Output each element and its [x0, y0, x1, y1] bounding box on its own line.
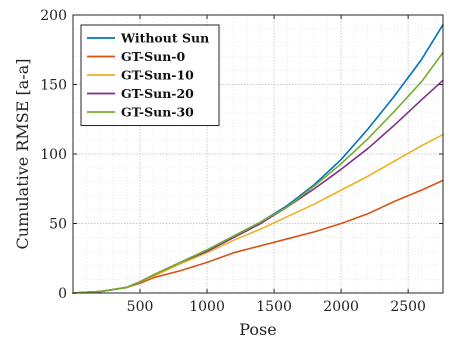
- legend-label-2: GT-Sun-0: [121, 49, 185, 64]
- y-tick-label: 100: [40, 147, 67, 163]
- y-tick-label: 200: [40, 8, 67, 24]
- x-tick-label: 1000: [189, 299, 225, 315]
- legend-label-5: GT-Sun-30: [121, 105, 194, 120]
- legend-label-4: GT-Sun-20: [121, 86, 194, 101]
- series-lines: [72, 23, 444, 294]
- y-tick-label: 50: [49, 217, 67, 233]
- x-tick-label: 1500: [256, 299, 292, 315]
- legend: Without Sun GT-Sun-0 GT-Sun-10 GT-Sun-20 GT-…: [80, 24, 220, 126]
- grid: [73, 15, 443, 293]
- legend-label-1: Without Sun: [120, 31, 209, 46]
- y-tick-label: 150: [40, 78, 67, 94]
- x-axis-label: Pose: [239, 320, 276, 339]
- x-tick-label: 2000: [323, 299, 359, 315]
- series-line-5: [72, 51, 444, 294]
- x-tick-label: 2500: [390, 299, 426, 315]
- ticks: 500 1000 1500 2000 2500 0 50 100 150 200: [40, 8, 443, 315]
- legend-label-3: GT-Sun-10: [121, 68, 194, 83]
- y-tick-label: 0: [58, 286, 67, 302]
- y-axis-label: Cumulative RMSE [a-a]: [13, 59, 32, 250]
- x-tick-label: 500: [127, 299, 154, 315]
